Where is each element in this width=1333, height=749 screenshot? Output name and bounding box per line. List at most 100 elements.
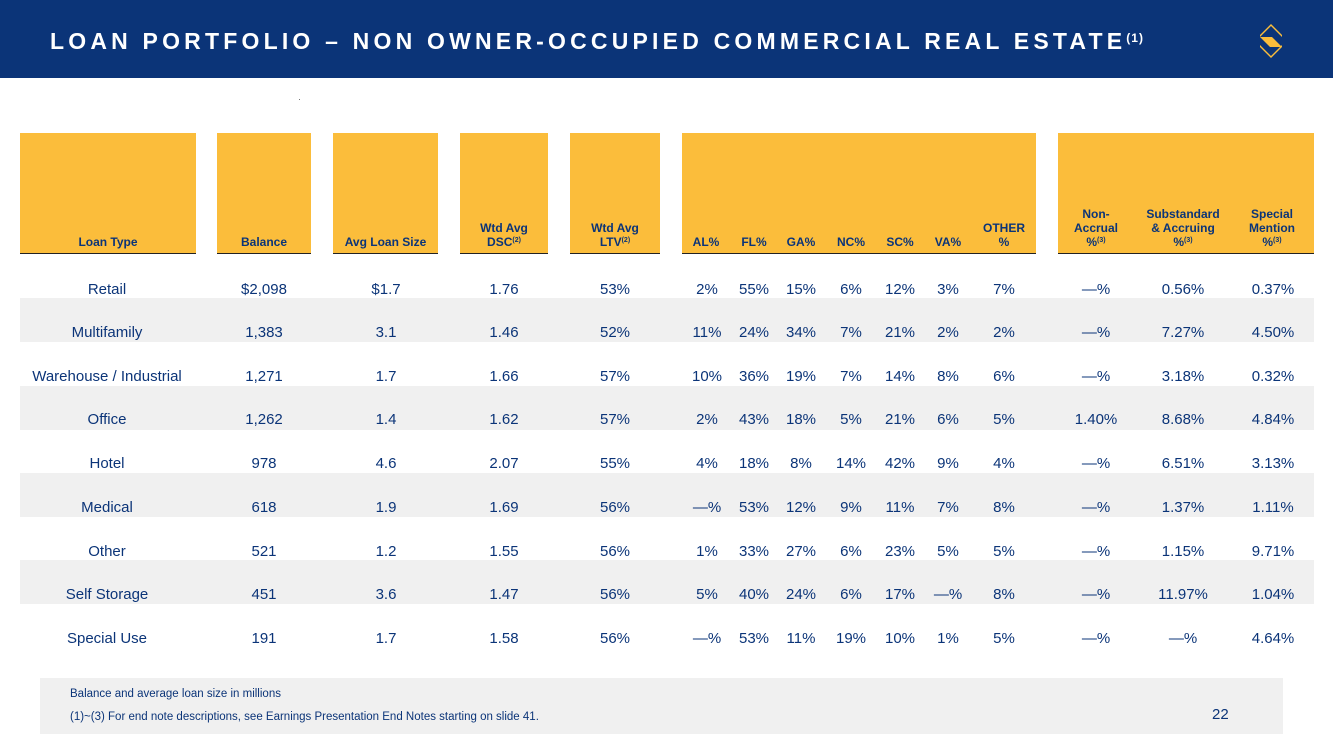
col-header-al: AL%	[692, 235, 720, 249]
s-brand-logo-icon	[1260, 24, 1282, 58]
stray-mark	[299, 99, 300, 100]
cell-substandard: 0.56%	[1161, 281, 1205, 298]
cell-nonaccrual: 1.40%	[1074, 411, 1118, 428]
cell-balance: 451	[251, 586, 277, 603]
cell-nc: 6%	[840, 543, 862, 560]
cell-type: Multifamily	[71, 324, 143, 341]
cell-type: Special Use	[66, 630, 148, 647]
cell-balance: 978	[251, 455, 277, 472]
cell-sc: 23%	[884, 543, 916, 560]
cell-avg: 3.1	[375, 324, 397, 341]
cell-ga: 19%	[785, 368, 817, 385]
cell-al: 2%	[696, 411, 718, 428]
cell-ga: 34%	[785, 324, 817, 341]
col-header-loan-type: Loan Type	[78, 235, 138, 249]
cell-ltv: 52%	[599, 324, 631, 341]
cell-other: 7%	[993, 281, 1015, 298]
cell-fl: 33%	[738, 543, 770, 560]
cell-substandard: 1.37%	[1161, 499, 1205, 516]
cell-avg: 1.2	[375, 543, 397, 560]
row-stripe	[20, 560, 1314, 604]
cell-nc: 7%	[840, 368, 862, 385]
cell-other: 5%	[993, 543, 1015, 560]
cell-ltv: 57%	[599, 368, 631, 385]
cell-nc: 6%	[840, 281, 862, 298]
cell-dsc: 1.47	[489, 586, 519, 603]
cell-avg: 4.6	[375, 455, 397, 472]
cell-ltv: 56%	[599, 499, 631, 516]
cell-al: 10%	[691, 368, 723, 385]
cell-special: 1.04%	[1251, 586, 1295, 603]
cell-avg: 3.6	[375, 586, 397, 603]
cell-substandard: 7.27%	[1161, 324, 1205, 341]
cell-substandard: 3.18%	[1161, 368, 1205, 385]
cell-dsc: 2.07	[489, 455, 519, 472]
cell-avg: $1.7	[371, 281, 401, 298]
cell-dsc: 1.66	[489, 368, 519, 385]
cell-va: 9%	[937, 455, 959, 472]
cell-balance: 1,262	[245, 411, 283, 428]
cell-fl: 18%	[738, 455, 770, 472]
cell-va: 7%	[937, 499, 959, 516]
cell-nc: 14%	[835, 455, 867, 472]
cell-sc: 11%	[885, 499, 915, 516]
col-header-nc: NC%	[836, 235, 866, 249]
cell-va: 5%	[937, 543, 959, 560]
cell-dsc: 1.46	[489, 324, 519, 341]
cell-other: 8%	[993, 586, 1015, 603]
cell-balance: 1,271	[245, 368, 283, 385]
col-header-other: OTHER %	[983, 221, 1025, 249]
slide-header: LOAN PORTFOLIO – NON OWNER-OCCUPIED COMM…	[0, 0, 1333, 78]
cell-type: Self Storage	[65, 586, 149, 603]
cell-al: 1%	[696, 543, 718, 560]
cell-fl: 40%	[738, 586, 770, 603]
col-header-ltv-note: (2)	[621, 237, 631, 244]
cell-sc: 12%	[884, 281, 916, 298]
cell-ga: 11%	[786, 630, 816, 647]
cell-ga: 27%	[785, 543, 817, 560]
cell-va: 2%	[937, 324, 959, 341]
row-stripe	[20, 386, 1314, 430]
table-row: Self Storage 451 3.6 1.47 56% 5% 40% 24% 6% 17% —%…	[0, 573, 1333, 617]
col-header-substandard: Substandard & Accruing %(3)	[1146, 207, 1220, 249]
cell-substandard: 6.51%	[1161, 455, 1205, 472]
header-block-geography: AL% FL% GA% NC% SC% VA% OTHER %	[682, 133, 1036, 254]
col-header-ltv: Wtd Avg LTV(2)	[591, 221, 639, 249]
table-row: Medical 618 1.9 1.69 56% —% 53% 12% 9% 11% 7% 8% —% 1…	[0, 486, 1333, 530]
cell-avg: 1.9	[375, 499, 397, 516]
cell-sc: 21%	[884, 411, 916, 428]
cell-nc: 5%	[840, 411, 862, 428]
col-header-va: VA%	[934, 235, 962, 249]
cell-other: 5%	[993, 630, 1015, 647]
table-row: Warehouse / Industrial 1,271 1.7 1.66 57% 10%…	[0, 355, 1333, 399]
cell-special: 0.32%	[1251, 368, 1295, 385]
slide-title-text: LOAN PORTFOLIO – NON OWNER-OCCUPIED COMM…	[50, 28, 1127, 54]
cell-type: Other	[88, 543, 126, 560]
table-row: Multifamily 1,383 3.1 1.46 52% 11% 24% 34% 7% 21%…	[0, 311, 1333, 355]
cell-sc: 42%	[884, 455, 916, 472]
cell-fl: 55%	[738, 281, 770, 298]
slide-title-note: (1)	[1126, 31, 1144, 45]
col-header-dsc: Wtd Avg DSC(2)	[480, 221, 528, 249]
cell-dsc: 1.69	[489, 499, 519, 516]
cell-special: 9.71%	[1251, 543, 1295, 560]
cell-al: 4%	[696, 455, 718, 472]
cell-fl: 24%	[738, 324, 770, 341]
cell-nonaccrual: —%	[1081, 455, 1111, 472]
footnote-units: Balance and average loan size in million…	[70, 688, 281, 700]
cell-ga: 24%	[785, 586, 817, 603]
cell-nonaccrual: —%	[1081, 630, 1111, 647]
col-header-dsc-line1: Wtd Avg	[480, 221, 528, 235]
cell-ltv: 55%	[599, 455, 631, 472]
col-header-dsc-note: (2)	[512, 237, 521, 244]
col-header-special-mention: Special Mention %(3)	[1249, 207, 1295, 249]
col-header-ltv-line1: Wtd Avg	[591, 221, 639, 235]
cell-substandard: —%	[1168, 630, 1198, 647]
cell-sc: 17%	[884, 586, 916, 603]
table-row: Hotel 978 4.6 2.07 55% 4% 18% 8% 14% 42% 9% 4% —% 6.5…	[0, 442, 1333, 486]
row-stripe	[20, 298, 1314, 342]
cell-fl: 53%	[738, 499, 770, 516]
cell-ltv: 53%	[599, 281, 631, 298]
cell-balance: 1,383	[245, 324, 283, 341]
table-row: Special Use 191 1.7 1.58 56% —% 53% 11% 19% 10% 1%…	[0, 617, 1333, 661]
